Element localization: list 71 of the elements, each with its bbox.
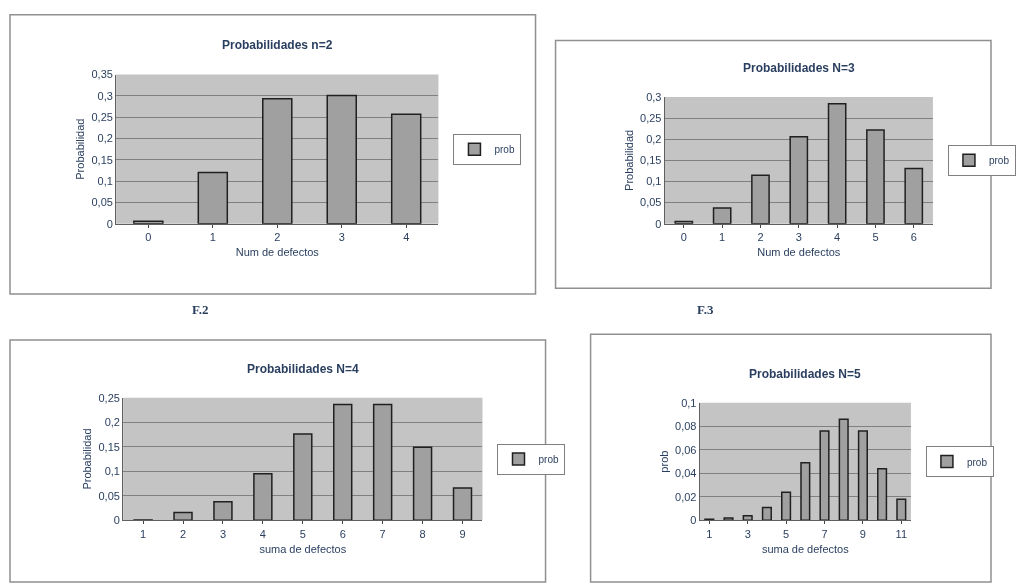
legend-label: prob [966, 456, 988, 468]
y-axis-title: Probabilidad [622, 129, 635, 191]
x-tick-label: 3 [338, 230, 345, 243]
x-axis-title: Num de defectos [757, 246, 841, 259]
x-tick-label: 1 [706, 527, 713, 540]
y-tick-label: 0,2 [104, 416, 120, 429]
y-tick-label: 0,25 [98, 391, 120, 404]
y-tick-label: 0,1 [681, 396, 697, 409]
x-axis-title: suma de defectos [259, 542, 347, 555]
chart-title: Probabilidades N=3 [743, 61, 856, 75]
y-tick-label: 0,08 [675, 420, 697, 433]
x-tick-label: 4 [259, 527, 266, 540]
x-tick-label: 5 [299, 527, 306, 540]
x-tick-label: 3 [219, 527, 227, 540]
y-tick-label: 0,1 [646, 175, 662, 188]
x-tick-label: 9 [459, 527, 466, 540]
y-tick-label: 0,15 [98, 440, 120, 453]
x-tick-label: 5 [872, 230, 879, 243]
x-tick-label: 9 [859, 527, 866, 540]
chart-title: Probabilidades n=2 [222, 38, 333, 52]
x-tick-label: 7 [821, 527, 828, 540]
y-axis-title: prob [657, 450, 670, 473]
y-tick-label: 0 [113, 514, 120, 527]
x-tick-label: 6 [910, 230, 917, 243]
y-tick-label: 0,04 [675, 467, 697, 480]
x-tick-label: 8 [419, 527, 426, 540]
x-tick-label: 2 [274, 230, 281, 243]
y-tick-label: 0,02 [675, 490, 697, 503]
x-axis-title: suma de defectos [761, 542, 850, 555]
x-tick-label: 4 [403, 230, 410, 243]
x-tick-label: 7 [379, 527, 386, 540]
text: F.3 [697, 302, 714, 317]
y-tick-label: 0,2 [646, 133, 662, 146]
y-tick-label: 0 [655, 217, 662, 230]
x-tick-label: 1 [209, 230, 216, 243]
y-axis-title: Probabilidad [74, 118, 87, 180]
x-tick-label: 4 [834, 230, 841, 243]
x-tick-label: 0 [145, 230, 152, 243]
y-tick-label: 0,25 [640, 111, 662, 124]
x-axis-title: Num de defectos [235, 246, 320, 259]
y-tick-label: 0,3 [97, 89, 113, 102]
y-axis-title: Probabilidad [81, 428, 94, 490]
legend-label: prob [494, 144, 515, 156]
y-tick-label: 0,05 [91, 196, 113, 209]
x-tick-label: 11 [895, 527, 908, 540]
y-tick-label: 0,3 [646, 90, 662, 103]
x-tick-label: 6 [339, 527, 346, 540]
x-tick-label: 5 [783, 527, 790, 540]
y-tick-label: 0,25 [91, 111, 113, 124]
x-tick-label: 1 [140, 527, 147, 540]
y-tick-label: 0,06 [675, 443, 697, 456]
y-tick-label: 0,1 [104, 465, 120, 478]
y-tick-label: 0,1 [97, 174, 113, 187]
y-tick-label: 0,05 [640, 196, 662, 209]
x-tick-label: 2 [179, 527, 187, 540]
legend-label: prob [988, 155, 1010, 167]
x-tick-label: 3 [744, 527, 751, 540]
legend-label: prob [538, 453, 559, 465]
y-tick-label: 0,05 [98, 489, 120, 502]
y-tick-label: 0,15 [91, 153, 113, 166]
x-tick-label: 3 [795, 230, 802, 243]
y-tick-label: 0,15 [640, 154, 662, 167]
chart-title: Probabilidades N=4 [247, 362, 360, 376]
text: F.2 [192, 302, 209, 317]
chart-title: Probabilidades N=5 [749, 367, 862, 381]
y-tick-label: 0 [690, 514, 697, 527]
y-tick-label: 0,2 [97, 132, 113, 145]
x-tick-label: 1 [719, 230, 726, 243]
x-tick-label: 2 [757, 230, 764, 243]
y-tick-label: 0,35 [91, 68, 113, 81]
y-tick-label: 0 [106, 217, 113, 230]
